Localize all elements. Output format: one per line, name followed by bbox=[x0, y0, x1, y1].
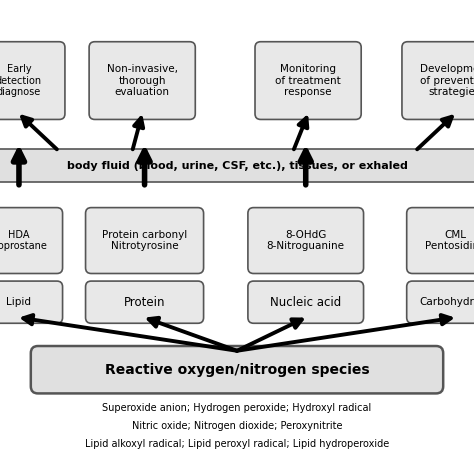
FancyBboxPatch shape bbox=[0, 149, 474, 182]
Text: Non-invasive,
thorough
evaluation: Non-invasive, thorough evaluation bbox=[107, 64, 178, 97]
FancyBboxPatch shape bbox=[0, 208, 63, 273]
Text: CML
Pentosidine: CML Pentosidine bbox=[425, 230, 474, 251]
Text: 8-OHdG
8-Nitroguanine: 8-OHdG 8-Nitroguanine bbox=[267, 230, 345, 251]
Text: Nitric oxide; Nitrogen dioxide; Peroxynitrite: Nitric oxide; Nitrogen dioxide; Peroxyni… bbox=[132, 420, 342, 431]
FancyBboxPatch shape bbox=[407, 208, 474, 273]
Text: Superoxide anion; Hydrogen peroxide; Hydroxyl radical: Superoxide anion; Hydrogen peroxide; Hyd… bbox=[102, 402, 372, 413]
Text: Carbohydrate: Carbohydrate bbox=[419, 297, 474, 307]
FancyBboxPatch shape bbox=[248, 281, 364, 323]
FancyBboxPatch shape bbox=[85, 281, 203, 323]
FancyBboxPatch shape bbox=[402, 42, 474, 119]
Text: body fluid (blood, urine, CSF, etc.), tissues, or exhaled: body fluid (blood, urine, CSF, etc.), ti… bbox=[66, 161, 408, 171]
Text: Protein carbonyl
Nitrotyrosine: Protein carbonyl Nitrotyrosine bbox=[102, 230, 187, 251]
Text: Nucleic acid: Nucleic acid bbox=[270, 296, 341, 309]
FancyBboxPatch shape bbox=[407, 281, 474, 323]
Text: Lipid: Lipid bbox=[7, 297, 31, 307]
Text: Early
detection
diagnose: Early detection diagnose bbox=[0, 64, 42, 97]
Text: Lipid alkoxyl radical; Lipid peroxyl radical; Lipid hydroperoxide: Lipid alkoxyl radical; Lipid peroxyl rad… bbox=[85, 438, 389, 449]
Text: Monitoring
of treatment
response: Monitoring of treatment response bbox=[275, 64, 341, 97]
Text: Development
of prevention
strategies: Development of prevention strategies bbox=[420, 64, 474, 97]
Text: Reactive oxygen/nitrogen species: Reactive oxygen/nitrogen species bbox=[105, 363, 369, 377]
FancyBboxPatch shape bbox=[85, 208, 203, 273]
Text: HDA
isoprostane: HDA isoprostane bbox=[0, 230, 47, 251]
FancyBboxPatch shape bbox=[89, 42, 195, 119]
FancyBboxPatch shape bbox=[255, 42, 361, 119]
FancyBboxPatch shape bbox=[0, 281, 63, 323]
FancyBboxPatch shape bbox=[0, 42, 65, 119]
Text: Protein: Protein bbox=[124, 296, 165, 309]
FancyBboxPatch shape bbox=[31, 346, 443, 393]
FancyBboxPatch shape bbox=[248, 208, 364, 273]
